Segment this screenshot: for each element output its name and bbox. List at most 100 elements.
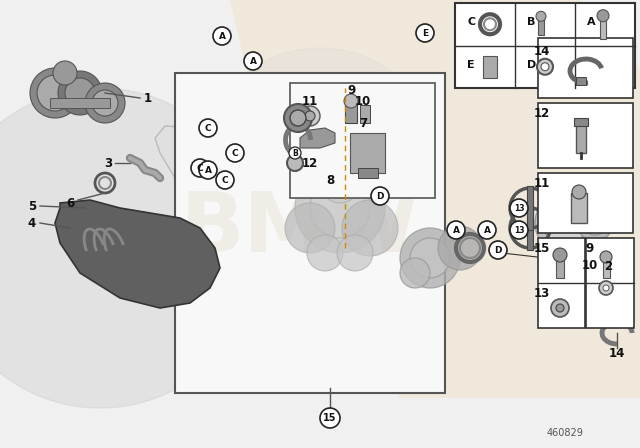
Circle shape xyxy=(295,163,385,253)
Circle shape xyxy=(213,27,231,45)
Bar xyxy=(574,118,588,126)
Circle shape xyxy=(556,304,564,312)
Text: 13: 13 xyxy=(514,203,524,212)
Circle shape xyxy=(541,63,549,71)
Text: B: B xyxy=(292,148,298,158)
Text: 14: 14 xyxy=(534,44,550,57)
Text: BMW: BMW xyxy=(180,188,419,268)
Circle shape xyxy=(53,61,77,85)
Text: 3: 3 xyxy=(104,156,112,169)
Text: D: D xyxy=(376,191,384,201)
Circle shape xyxy=(320,163,360,203)
Circle shape xyxy=(600,251,612,263)
Circle shape xyxy=(30,68,80,118)
Text: 4: 4 xyxy=(28,216,36,229)
Circle shape xyxy=(447,221,465,239)
Circle shape xyxy=(583,211,607,235)
Bar xyxy=(358,168,378,178)
Bar xyxy=(556,256,564,278)
Bar xyxy=(50,98,110,108)
Text: D: D xyxy=(494,246,502,254)
Circle shape xyxy=(300,106,320,126)
Circle shape xyxy=(537,59,553,75)
Bar xyxy=(527,206,533,250)
Text: 1: 1 xyxy=(144,91,152,104)
Circle shape xyxy=(577,205,613,241)
Circle shape xyxy=(572,185,586,199)
Bar xyxy=(571,193,587,223)
Bar xyxy=(538,38,633,98)
Bar xyxy=(360,105,370,123)
Circle shape xyxy=(216,171,234,189)
Circle shape xyxy=(226,144,244,162)
Circle shape xyxy=(543,201,587,245)
Circle shape xyxy=(438,226,482,270)
Circle shape xyxy=(0,88,260,408)
Circle shape xyxy=(416,24,434,42)
Text: 2: 2 xyxy=(604,259,612,272)
Circle shape xyxy=(599,281,613,295)
Bar xyxy=(345,101,357,123)
Circle shape xyxy=(305,111,315,121)
Circle shape xyxy=(371,187,389,205)
Text: 9: 9 xyxy=(586,241,594,254)
Circle shape xyxy=(290,110,306,126)
Text: A: A xyxy=(250,56,257,65)
Circle shape xyxy=(191,159,209,177)
Circle shape xyxy=(285,203,335,253)
Text: 15: 15 xyxy=(534,241,550,254)
Text: C: C xyxy=(467,17,475,27)
Bar xyxy=(538,238,585,328)
Text: A: A xyxy=(205,165,211,175)
Text: C: C xyxy=(221,176,228,185)
Text: 13: 13 xyxy=(514,225,524,234)
Polygon shape xyxy=(155,126,290,208)
Text: 7: 7 xyxy=(359,116,367,129)
Text: 12: 12 xyxy=(302,156,318,169)
Circle shape xyxy=(342,200,398,256)
Circle shape xyxy=(535,193,595,253)
Circle shape xyxy=(65,78,95,108)
Bar xyxy=(538,17,544,35)
Text: C: C xyxy=(196,164,204,172)
Circle shape xyxy=(344,94,358,108)
Text: C: C xyxy=(205,124,211,133)
Circle shape xyxy=(307,235,343,271)
Text: A: A xyxy=(218,31,225,40)
Circle shape xyxy=(536,11,546,22)
Text: 15: 15 xyxy=(323,413,337,423)
Text: E: E xyxy=(422,29,428,38)
Bar xyxy=(483,56,497,78)
Bar xyxy=(576,123,586,153)
Bar xyxy=(603,258,610,278)
Text: 6: 6 xyxy=(66,197,74,210)
Text: 13: 13 xyxy=(534,287,550,300)
Text: 10: 10 xyxy=(355,95,371,108)
Text: 11: 11 xyxy=(302,95,318,108)
Polygon shape xyxy=(230,0,640,398)
Text: 5: 5 xyxy=(28,199,36,212)
Text: 8: 8 xyxy=(326,173,334,186)
Circle shape xyxy=(58,71,102,115)
Circle shape xyxy=(489,241,507,259)
Text: 10: 10 xyxy=(582,258,598,271)
Circle shape xyxy=(284,104,312,132)
Circle shape xyxy=(85,83,125,123)
Bar xyxy=(455,3,635,88)
Bar xyxy=(600,17,606,39)
Circle shape xyxy=(199,161,217,179)
Bar xyxy=(576,77,586,85)
Text: C: C xyxy=(232,148,238,158)
Text: A: A xyxy=(452,225,460,234)
Circle shape xyxy=(37,75,73,111)
Circle shape xyxy=(287,155,303,171)
Circle shape xyxy=(400,258,430,288)
Text: E: E xyxy=(467,60,475,70)
Bar xyxy=(538,173,633,233)
Circle shape xyxy=(200,48,440,288)
Circle shape xyxy=(337,235,373,271)
Circle shape xyxy=(410,238,450,278)
Text: A: A xyxy=(587,17,596,27)
Polygon shape xyxy=(300,128,335,148)
Text: 460829: 460829 xyxy=(547,428,584,438)
